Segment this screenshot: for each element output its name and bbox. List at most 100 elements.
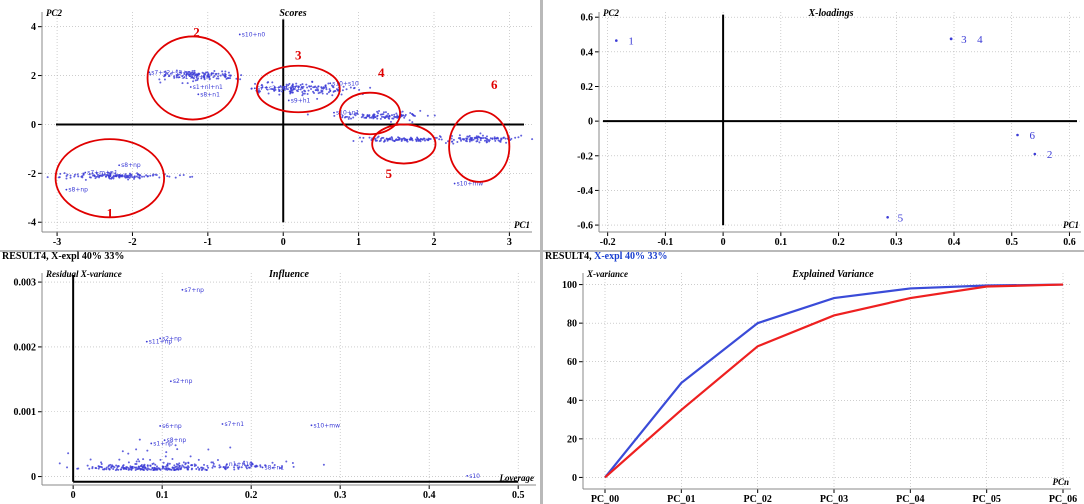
influence-point bbox=[117, 468, 120, 471]
score-point bbox=[389, 120, 392, 123]
score-point bbox=[73, 173, 76, 176]
influence-point bbox=[155, 465, 158, 468]
influence-point bbox=[141, 465, 144, 468]
score-point bbox=[224, 70, 227, 73]
score-point bbox=[112, 177, 115, 180]
x-tick-label: PC_00 bbox=[591, 494, 619, 504]
influence-point bbox=[248, 466, 251, 469]
score-point bbox=[356, 112, 359, 115]
score-point bbox=[358, 136, 361, 139]
horizontal-divider[interactable] bbox=[0, 250, 1084, 252]
y-tick-label: 60 bbox=[567, 357, 577, 368]
score-point bbox=[481, 134, 484, 137]
score-point bbox=[217, 75, 220, 78]
score-point bbox=[260, 83, 263, 86]
influence-point bbox=[105, 468, 108, 471]
influence-point bbox=[191, 464, 194, 467]
x-axis-label: PC1 bbox=[1063, 220, 1079, 230]
score-point bbox=[207, 76, 210, 79]
y-tick-label: 0.2 bbox=[581, 82, 594, 93]
influence-point bbox=[149, 458, 152, 461]
influence-point bbox=[166, 464, 169, 467]
score-point-label: s10+n1 bbox=[336, 110, 360, 117]
y-tick-label: 0.4 bbox=[581, 47, 594, 58]
score-point bbox=[317, 85, 320, 88]
score-point bbox=[295, 82, 298, 85]
score-point bbox=[190, 72, 193, 75]
influence-point bbox=[212, 462, 215, 465]
status-bar-left: RESULT4, X-expl 40% 33% bbox=[2, 251, 124, 262]
score-point bbox=[174, 176, 177, 179]
influence-point bbox=[205, 468, 208, 471]
score-point bbox=[390, 114, 393, 117]
influence-point bbox=[169, 380, 172, 383]
influence-point bbox=[118, 458, 121, 461]
score-point bbox=[452, 138, 455, 141]
y-tick-label: 0.6 bbox=[581, 13, 594, 24]
influence-point bbox=[112, 467, 115, 470]
loading-point-label: 5 bbox=[898, 212, 904, 224]
chart-title: Influence bbox=[268, 269, 310, 280]
influence-point bbox=[142, 458, 145, 461]
score-point bbox=[138, 177, 141, 180]
score-point bbox=[493, 137, 496, 140]
y-tick-label: 0 bbox=[31, 472, 36, 483]
influence-point bbox=[146, 467, 149, 470]
influence-point bbox=[117, 465, 120, 468]
score-point bbox=[299, 88, 302, 91]
score-point bbox=[239, 78, 242, 81]
influence-point bbox=[261, 466, 264, 469]
influence-point bbox=[180, 467, 183, 470]
influence-point bbox=[193, 464, 196, 467]
influence-point bbox=[145, 468, 148, 471]
x-tick-label: -3 bbox=[53, 237, 61, 248]
influence-point bbox=[185, 466, 188, 469]
score-point bbox=[166, 175, 169, 178]
influence-point bbox=[67, 452, 70, 455]
score-point bbox=[235, 77, 238, 80]
score-point bbox=[96, 173, 99, 176]
influence-point bbox=[466, 474, 469, 477]
score-point bbox=[291, 83, 294, 86]
score-point bbox=[427, 138, 430, 141]
score-point bbox=[381, 113, 384, 116]
influence-point-label: s8+n1 bbox=[265, 464, 285, 471]
influence-point bbox=[88, 467, 91, 470]
score-point bbox=[253, 87, 256, 90]
score-point bbox=[416, 136, 419, 139]
score-point bbox=[285, 83, 288, 86]
score-point bbox=[410, 137, 413, 140]
score-point bbox=[303, 92, 306, 95]
score-point bbox=[283, 88, 286, 91]
influence-point bbox=[114, 469, 117, 472]
influence-point bbox=[137, 458, 140, 461]
status-left-text: RESULT4, X-expl 40% 33% bbox=[2, 251, 125, 262]
influence-point bbox=[151, 467, 154, 470]
score-point bbox=[485, 135, 488, 138]
x-tick-label: PC_03 bbox=[820, 494, 848, 504]
score-point bbox=[372, 116, 375, 119]
score-point bbox=[192, 73, 195, 76]
influence-point bbox=[200, 469, 203, 472]
score-point bbox=[165, 72, 168, 75]
score-point bbox=[306, 113, 309, 116]
y-tick-label: 20 bbox=[567, 434, 577, 445]
influence-point bbox=[129, 465, 132, 468]
score-point bbox=[292, 85, 295, 88]
score-point bbox=[479, 132, 482, 135]
score-point bbox=[273, 86, 276, 89]
score-point bbox=[273, 88, 276, 91]
score-point bbox=[332, 90, 335, 93]
score-point bbox=[307, 89, 310, 92]
score-point bbox=[81, 176, 84, 179]
vertical-divider[interactable] bbox=[540, 0, 543, 504]
score-point bbox=[438, 138, 441, 141]
score-point bbox=[344, 115, 347, 118]
influence-point bbox=[173, 464, 176, 467]
score-point bbox=[298, 85, 301, 88]
score-point bbox=[517, 136, 520, 139]
score-point bbox=[456, 140, 459, 143]
score-point bbox=[168, 175, 171, 178]
influence-point bbox=[243, 460, 246, 463]
